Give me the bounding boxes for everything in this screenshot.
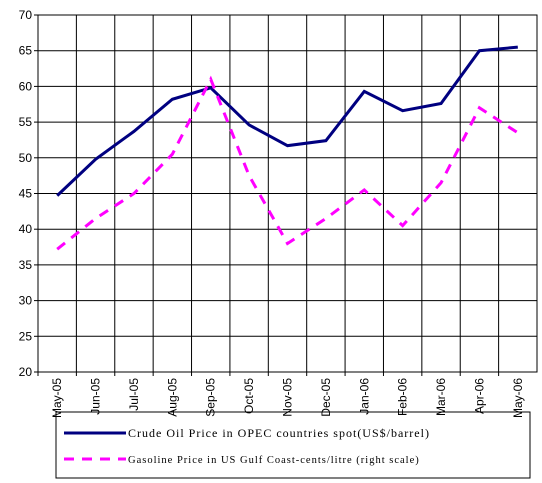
legend-label: Crude Oil Price in OPEC countries spot(U… — [128, 426, 430, 440]
y-tick-label: 30 — [19, 294, 33, 308]
x-tick-label: Nov-05 — [281, 378, 295, 417]
y-tick-label: 50 — [19, 151, 33, 165]
series-line — [56, 45, 518, 197]
x-tick-label: May-06 — [511, 378, 525, 418]
y-tick-label: 60 — [19, 79, 33, 93]
legend-label: Gasoline Price in US Gulf Coast-cents/li… — [128, 455, 420, 466]
y-tick-label: 25 — [19, 329, 33, 343]
x-tick-label: Jun-05 — [89, 378, 103, 415]
y-tick-label: 40 — [19, 222, 33, 236]
x-tick-label: Mar-06 — [434, 378, 448, 416]
x-tick-label: May-05 — [50, 378, 64, 418]
y-tick-label: 65 — [19, 44, 33, 58]
series-line — [56, 75, 519, 251]
x-tick-label: Jan-06 — [357, 378, 371, 415]
y-tick-label: 55 — [19, 115, 33, 129]
x-tick-label: Jul-05 — [127, 378, 141, 411]
x-tick-label: Sep-05 — [204, 378, 218, 417]
legend-box — [55, 411, 531, 479]
x-tick-label: Feb-06 — [396, 378, 410, 416]
y-tick-label: 70 — [19, 8, 33, 22]
x-tick-label: Apr-06 — [472, 378, 486, 414]
x-tick-label: Dec-05 — [319, 378, 333, 417]
y-tick-label: 20 — [19, 365, 33, 379]
y-tick-label: 45 — [19, 187, 33, 201]
x-tick-label: Oct-05 — [242, 378, 256, 414]
y-tick-label: 35 — [19, 258, 33, 272]
x-tick-label: Aug-05 — [165, 378, 179, 417]
